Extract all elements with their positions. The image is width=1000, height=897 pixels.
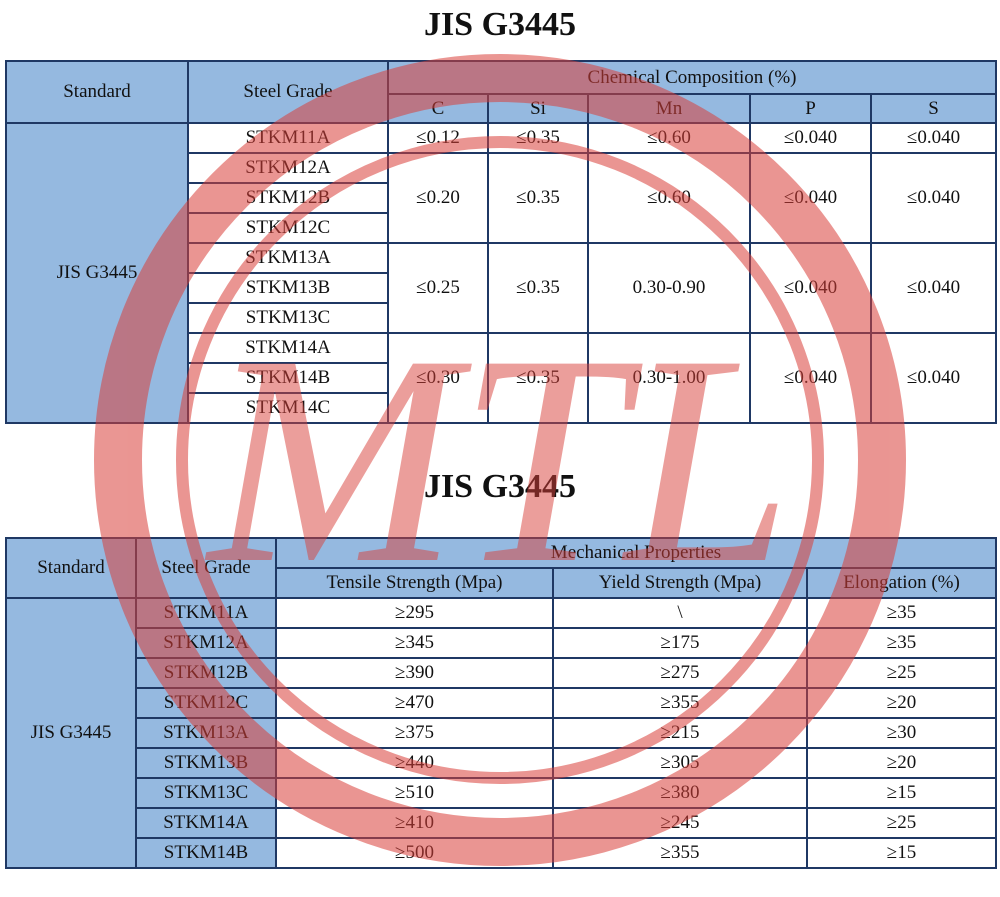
header-cell: Standard — [5, 537, 137, 599]
value-cell: ≥35 — [806, 627, 997, 659]
value-cell: ≤0.040 — [869, 122, 998, 154]
value-cell: ≥390 — [275, 657, 554, 689]
row: STKM14B ≥500 ≥355 ≥15 — [6, 837, 997, 869]
grade-cell: STKM13B — [187, 272, 389, 304]
header-cell: Chemical Composition (%) — [386, 60, 998, 95]
header-cell: C — [387, 93, 489, 124]
value-cell: ≤0.35 — [487, 242, 589, 334]
standard-cell: JIS G3445 — [5, 122, 189, 424]
grade-cell: STKM13C — [187, 302, 389, 334]
grade-cell: STKM12A — [187, 152, 389, 184]
mechanical-table: Standard Steel Grade Mechanical Properties… — [5, 537, 997, 869]
grade-cell: STKM12C — [187, 212, 389, 244]
header-cell: S — [869, 93, 998, 124]
header-cell: Yield Strength (Mpa) — [552, 567, 808, 599]
value-cell: ≥35 — [806, 597, 997, 629]
value-cell: ≤0.040 — [749, 122, 872, 154]
title: JIS G3445 — [423, 468, 577, 505]
value-cell: ≤0.35 — [487, 122, 589, 154]
grade-cell: STKM12B — [187, 182, 389, 214]
value-cell: \ — [552, 597, 808, 629]
value-cell: ≤0.040 — [869, 152, 998, 244]
value-cell: ≥245 — [552, 807, 808, 839]
value-cell: ≥305 — [552, 747, 808, 779]
value-cell: 0.30-1.00 — [587, 332, 751, 424]
row: STKM12C ≥470 ≥355 ≥20 — [6, 687, 997, 719]
value-cell: ≥410 — [275, 807, 554, 839]
value-cell: ≥470 — [275, 687, 554, 719]
header-cell: Si — [487, 93, 589, 124]
value-cell: ≥15 — [806, 777, 997, 809]
value-cell: ≥510 — [275, 777, 554, 809]
grade-cell: STKM13A — [187, 242, 389, 274]
value-cell: ≥30 — [806, 717, 997, 749]
value-cell: ≤0.60 — [587, 152, 751, 244]
grade-cell: STKM14B — [135, 837, 277, 869]
value-cell: ≤0.040 — [869, 332, 998, 424]
header-cell: Mn — [587, 93, 751, 124]
grade-cell: STKM12C — [135, 687, 277, 719]
value-cell: ≤0.60 — [587, 122, 751, 154]
value-cell: ≥20 — [806, 747, 997, 779]
grade-cell: STKM14A — [187, 332, 389, 364]
title: JIS G3445 — [423, 6, 577, 43]
row: JIS G3445 STKM11A ≤0.12 ≤0.35 ≤0.60 ≤0.040 ≤0.… — [5, 122, 998, 424]
grade-cell: STKM13B — [135, 747, 277, 779]
value-cell: ≥295 — [275, 597, 554, 629]
header-cell: Steel Grade — [187, 60, 389, 124]
value-cell: ≤0.040 — [749, 332, 872, 424]
value-cell: ≥355 — [552, 687, 808, 719]
value-cell: ≤0.040 — [749, 242, 872, 334]
value-cell: ≥20 — [806, 687, 997, 719]
value-cell: ≤0.12 — [387, 122, 489, 154]
value-cell: ≥380 — [552, 777, 808, 809]
row: STKM12A ≥345 ≥175 ≥35 — [6, 627, 997, 659]
value-cell: ≥500 — [275, 837, 554, 869]
value-cell: ≥375 — [275, 717, 554, 749]
value-cell: ≥440 — [275, 747, 554, 779]
value-cell: ≤0.040 — [749, 152, 872, 244]
header-cell: Steel Grade — [135, 537, 277, 599]
grade-cell: STKM11A — [187, 122, 389, 154]
standard-cell: JIS G3445 — [5, 597, 137, 869]
value-cell: ≤0.35 — [487, 152, 589, 244]
grade-cell: STKM14B — [187, 362, 389, 394]
value-cell: ≤0.20 — [387, 152, 489, 244]
value-cell: ≤0.35 — [487, 332, 589, 424]
grade-cell: STKM11A — [135, 597, 277, 629]
value-cell: ≥215 — [552, 717, 808, 749]
grade-cell: STKM14C — [187, 392, 389, 424]
row: JIS G3445 STKM11A ≥295 \ ≥35 — [5, 597, 997, 869]
value-cell: 0.30-0.90 — [587, 242, 751, 334]
header-cell: Standard — [5, 60, 189, 124]
row: STKM13C ≥510 ≥380 ≥15 — [6, 777, 997, 809]
header-cell: Elongation (%) — [806, 567, 997, 599]
row: STKM13B ≥440 ≥305 ≥20 — [6, 747, 997, 779]
grade-cell: STKM12A — [135, 627, 277, 659]
header-cell: P — [749, 93, 872, 124]
value-cell: ≥25 — [806, 807, 997, 839]
value-cell: ≥345 — [275, 627, 554, 659]
chemical-table: Standard Steel Grade Chemical Composition … — [5, 60, 998, 424]
value-cell: ≥355 — [552, 837, 808, 869]
grade-cell: STKM13A — [135, 717, 277, 749]
header-cell: Tensile Strength (Mpa) — [275, 567, 554, 599]
value-cell: ≥175 — [552, 627, 808, 659]
value-cell: ≤0.30 — [387, 332, 489, 424]
grade-cell: STKM13C — [135, 777, 277, 809]
header-cell: Mechanical Properties — [275, 537, 997, 569]
value-cell: ≥275 — [552, 657, 808, 689]
row: Standard Steel Grade Chemical Composition … — [5, 60, 998, 124]
row: STKM12B ≥390 ≥275 ≥25 — [6, 657, 997, 689]
value-cell: ≥25 — [806, 657, 997, 689]
value-cell: ≤0.25 — [387, 242, 489, 334]
value-cell: ≤0.040 — [869, 242, 998, 334]
row: STKM13A ≥375 ≥215 ≥30 — [6, 717, 997, 749]
row: Standard Steel Grade Mechanical Properties — [5, 537, 997, 599]
grade-cell: STKM12B — [135, 657, 277, 689]
grade-cell: STKM14A — [135, 807, 277, 839]
row: STKM14A ≥410 ≥245 ≥25 — [6, 807, 997, 839]
value-cell: ≥15 — [806, 837, 997, 869]
